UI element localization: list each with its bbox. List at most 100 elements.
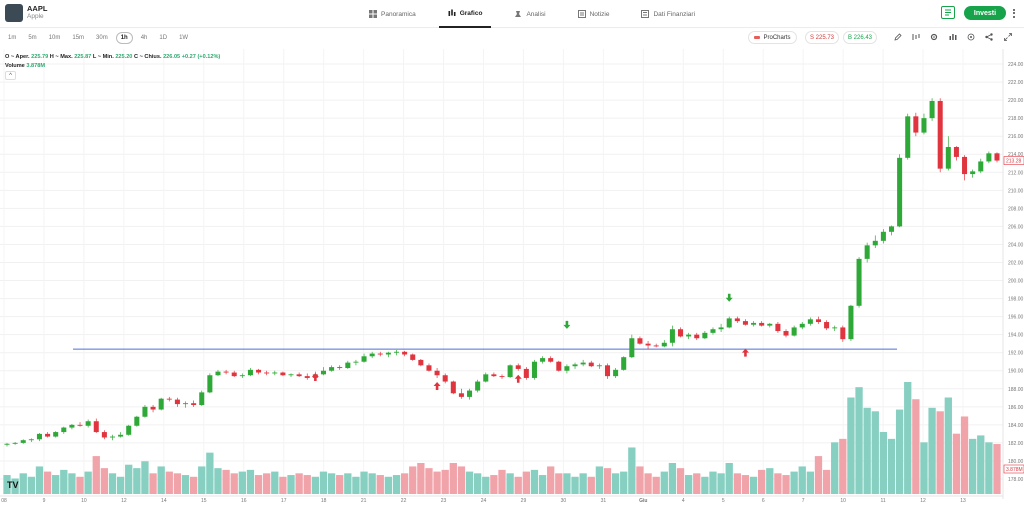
share-button[interactable] (984, 32, 994, 42)
candle-body (580, 362, 586, 365)
share-icon (985, 33, 993, 41)
y-axis-label: 184.00 (1008, 423, 1024, 429)
volume-bar (928, 407, 936, 494)
candle-body (12, 442, 18, 444)
candle-body (807, 319, 813, 324)
x-axis-label: 22 (401, 498, 407, 504)
candle-body (645, 343, 651, 346)
buy-signal-arrow-icon[interactable] (311, 372, 319, 381)
candle-body (296, 374, 302, 377)
volume-bar (790, 471, 798, 494)
indicators-button[interactable] (911, 32, 921, 42)
fullscreen-button[interactable] (1003, 32, 1013, 42)
reset-button[interactable] (966, 32, 976, 42)
timeframe-5m[interactable]: 5m (28, 35, 37, 41)
timeframe-30m[interactable]: 30m (96, 35, 108, 41)
buy-button[interactable]: B 226.43 (843, 31, 877, 44)
timeframe-4h[interactable]: 4h (140, 35, 148, 41)
tab-chart[interactable]: Grafico (438, 0, 492, 28)
volume-bar (295, 473, 303, 494)
tab-financials[interactable]: Dati Finanziari (632, 0, 704, 28)
volume-bar (384, 476, 393, 494)
candle-body (556, 361, 562, 371)
x-axis-label: 12 (121, 498, 127, 504)
y-axis-label: 204.00 (1008, 242, 1024, 248)
candle-body (880, 231, 886, 241)
draw-tool-button[interactable] (893, 32, 903, 42)
volume-bar (303, 475, 311, 494)
volume-bar (506, 473, 514, 494)
procharts-button[interactable]: ProCharts (748, 31, 797, 44)
tab-analysis[interactable]: Analisi (505, 0, 554, 28)
candle-body (264, 372, 270, 374)
candle-body (751, 322, 757, 325)
timeframe-1h[interactable]: 1h (115, 32, 133, 44)
instrument-name: Apple (27, 13, 44, 20)
volume-bar (449, 462, 457, 494)
candle-body (564, 366, 570, 371)
volume-bar (547, 466, 555, 494)
list-icon (945, 9, 951, 16)
timeframe-15m[interactable]: 15m (72, 35, 85, 41)
timeframe-1d[interactable]: 1D (159, 35, 168, 41)
y-axis-label: 208.00 (1008, 206, 1024, 212)
volume-bar (35, 466, 44, 494)
volume-bar (579, 473, 587, 494)
candle-body (604, 365, 611, 377)
volume-bar (725, 462, 733, 494)
sell-signal-arrow-icon[interactable] (563, 320, 571, 329)
volume-bar (514, 476, 522, 494)
volume-bar (774, 473, 782, 494)
candle-body (418, 359, 424, 366)
candle-body (256, 369, 262, 373)
candle-body (134, 416, 140, 426)
volume-bar (409, 466, 417, 494)
candle-body (450, 381, 456, 394)
x-axis-label: 15 (201, 498, 207, 504)
volume-bar (433, 471, 441, 494)
timeframe-1w[interactable]: 1W (179, 35, 189, 41)
price-chart[interactable]: 224.00 222.00 220.00 218.00 216.00 214.00 212.… (0, 49, 1024, 506)
timeframe-1m[interactable]: 1m (8, 35, 17, 41)
candle-body (669, 329, 675, 343)
more-menu-icon[interactable] (1011, 5, 1017, 21)
timeframe-10m[interactable]: 10m (48, 35, 61, 41)
tab-overview[interactable]: Panoramica (360, 0, 425, 28)
volume-bar (977, 435, 985, 494)
volume-bar (855, 387, 863, 494)
buy-signal-arrow-icon[interactable] (514, 374, 522, 383)
tab-news[interactable]: Notizie (569, 0, 619, 28)
volume-bar (92, 456, 100, 494)
candle-body (118, 434, 124, 437)
volume-bar (271, 471, 279, 494)
candle-body (678, 329, 684, 337)
candle-body (467, 390, 473, 397)
candle-body (150, 406, 156, 410)
apple-logo-icon (5, 4, 23, 22)
sell-signal-arrow-icon[interactable] (725, 293, 733, 302)
candle-body (702, 332, 708, 339)
volume-bar (644, 473, 652, 494)
y-axis-label: 206.00 (1008, 224, 1024, 230)
settings-button[interactable] (929, 32, 939, 42)
candle-body (962, 156, 968, 175)
volume-bar (222, 469, 230, 494)
candle-body (726, 318, 732, 328)
main-tabs: Panoramica Grafico Analisi Notizie Dati … (360, 0, 718, 28)
buy-signal-arrow-icon[interactable] (741, 348, 749, 357)
buy-signal-arrow-icon[interactable] (433, 381, 441, 390)
candle-body (385, 352, 391, 355)
candle-body (888, 226, 895, 232)
volume-bar (165, 471, 173, 494)
sell-button[interactable]: S 225.73 (805, 31, 839, 44)
volume-bar (43, 471, 52, 494)
volume-bar (125, 464, 133, 494)
watchlist-button[interactable] (941, 6, 955, 19)
chart-type-button[interactable] (948, 32, 958, 42)
collapse-legend-button[interactable]: ^ (5, 71, 16, 80)
open-label: Aper. (15, 54, 30, 60)
invest-button[interactable]: Investi (964, 6, 1006, 20)
volume-bar (717, 473, 725, 494)
candle-body (759, 322, 765, 326)
volume-bar (871, 411, 879, 494)
